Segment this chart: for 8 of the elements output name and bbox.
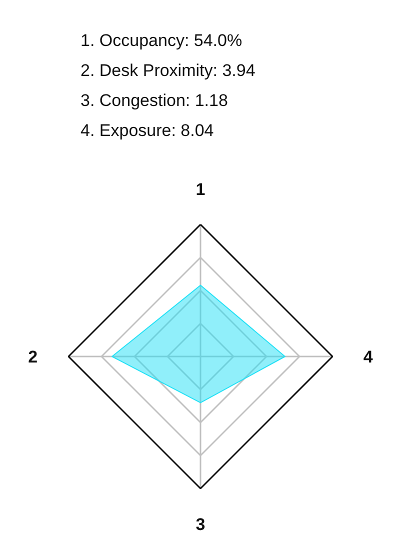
text: 4. Exposure: 8.04 [80, 121, 214, 140]
spoke-label: 3 [196, 515, 206, 534]
spoke-label: 2 [28, 348, 38, 366]
spoke-label: 1 [196, 180, 206, 199]
text: 3. Congestion: 1.18 [80, 91, 228, 110]
text: 2. Desk Proximity: 3.94 [80, 61, 256, 80]
text: 1. Occupancy: 54.0% [80, 31, 242, 50]
spoke-label: 4 [363, 348, 374, 366]
